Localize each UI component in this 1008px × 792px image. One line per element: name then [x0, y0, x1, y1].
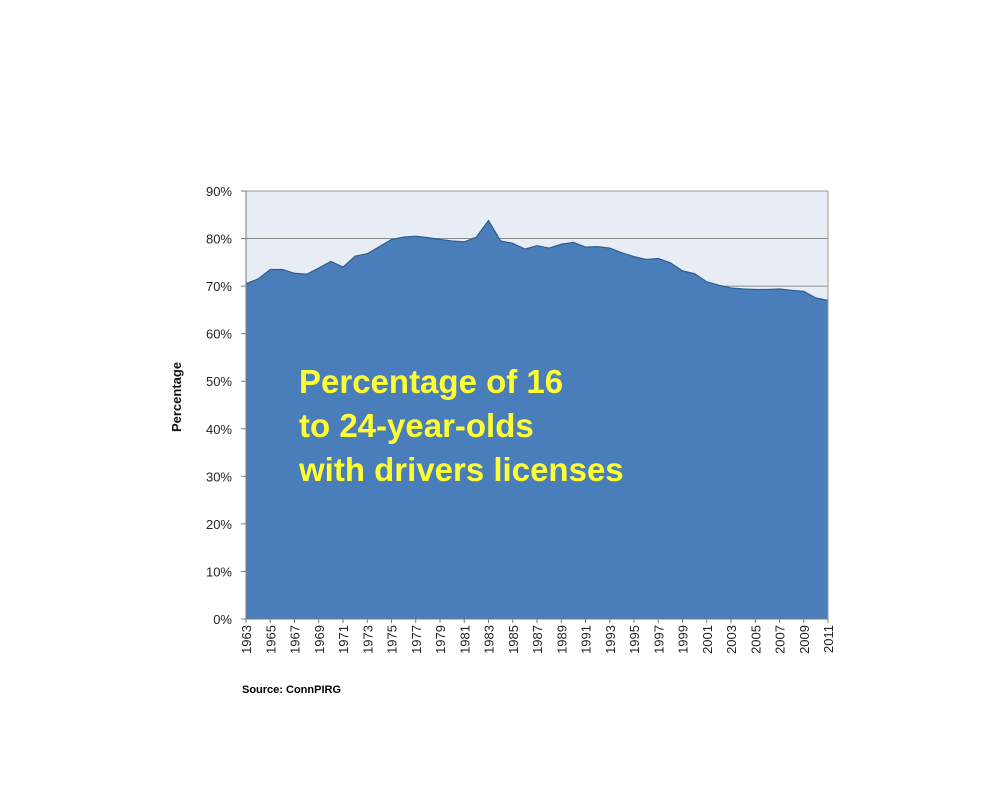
x-tick-label: 1963 [239, 625, 254, 654]
x-tick-label: 1973 [360, 625, 375, 654]
x-tick-label: 1977 [409, 625, 424, 654]
x-tick-label: 2001 [700, 625, 715, 654]
chart-annotation: Percentage of 16 to 24-year-olds with dr… [298, 363, 624, 488]
x-tick-label: 1965 [263, 625, 278, 654]
x-tick-label: 1967 [288, 625, 303, 654]
y-tick-label: 40% [206, 422, 232, 437]
x-tick-label: 2007 [773, 625, 788, 654]
y-tick-label: 50% [206, 374, 232, 389]
x-tick-label: 1969 [312, 625, 327, 654]
x-tick-label: 1993 [603, 625, 618, 654]
y-tick-label: 90% [206, 184, 232, 199]
y-tick-label: 60% [206, 327, 232, 342]
x-tick-label: 1985 [506, 625, 521, 654]
annotation-line-2: to 24-year-olds [299, 407, 534, 444]
y-tick-label: 20% [206, 517, 232, 532]
annotation-line-3: with drivers licenses [298, 451, 624, 488]
x-tick-label: 1975 [385, 625, 400, 654]
y-tick-label: 10% [206, 564, 232, 579]
y-axis-ticks: 0% 10% 20% 30% 40% 50% 60% 70% 80% 90% [206, 184, 246, 627]
x-tick-label: 2011 [821, 625, 836, 653]
x-tick-label: 1991 [579, 625, 594, 654]
annotation-line-1: Percentage of 16 [299, 363, 563, 400]
y-tick-label: 80% [206, 232, 232, 247]
x-tick-label: 2005 [748, 625, 763, 654]
x-tick-label: 1999 [676, 625, 691, 654]
x-tick-label: 1995 [627, 625, 642, 654]
x-axis-ticks: 1963 1965 1967 1969 1971 1973 1975 1977 1979 1981… [239, 619, 836, 654]
area-series-edge [245, 219, 829, 301]
source-note: Source: ConnPIRG [242, 684, 341, 696]
x-tick-label: 1971 [336, 625, 351, 654]
x-tick-label: 1979 [433, 625, 448, 654]
y-tick-label: 0% [213, 612, 232, 627]
x-tick-label: 1989 [554, 625, 569, 654]
x-tick-label: 1987 [530, 625, 545, 654]
y-tick-label: 30% [206, 469, 232, 484]
x-tick-label: 1997 [651, 625, 666, 654]
x-tick-label: 1983 [482, 625, 497, 654]
x-tick-label: 1981 [457, 625, 472, 654]
y-axis-label: Percentage [169, 362, 184, 432]
y-tick-label: 70% [206, 279, 232, 294]
x-tick-label: 2003 [724, 625, 739, 654]
area-series [246, 220, 828, 620]
x-tick-label: 2009 [797, 625, 812, 654]
